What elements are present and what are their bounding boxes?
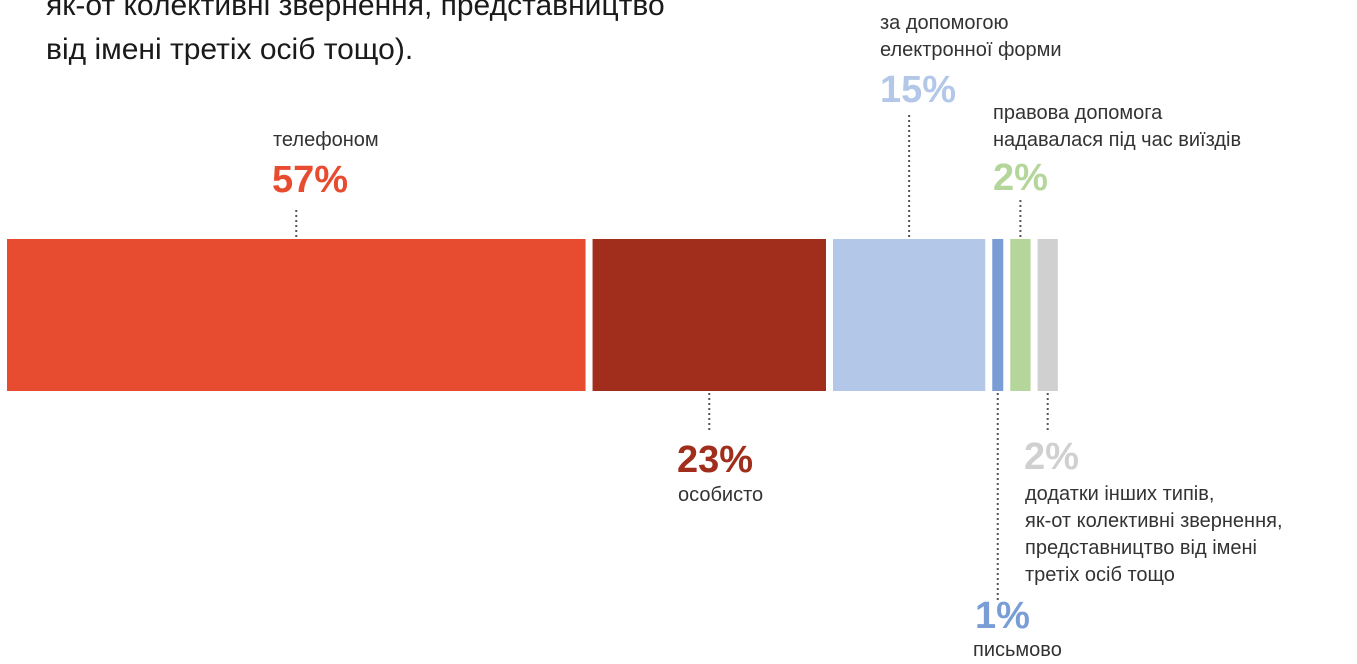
label-in-person-line-1: особисто [678, 484, 764, 506]
label-other-line-4: третіх осіб тощо [1025, 564, 1175, 586]
bar-segment-field-trips [1010, 239, 1031, 391]
value-label-field-trips: 2% [993, 157, 1048, 199]
label-electronic-line-2: електронної форми [880, 39, 1062, 61]
value-label-written: 1% [975, 595, 1030, 637]
bar-segment-phone [7, 239, 586, 391]
bar-segments [7, 239, 1058, 391]
value-label-other: 2% [1024, 436, 1079, 478]
label-written: письмово [973, 637, 1062, 664]
intro-line-2: від імені третіх осіб тощо). [46, 33, 414, 66]
label-phone: телефоном [273, 127, 379, 154]
label-other-line-2: як-от колективні звернення, [1025, 510, 1283, 532]
bar-segment-electronic [833, 239, 986, 391]
intro-line-1: як-от колективні звернення, представницт… [46, 0, 665, 22]
label-other-line-1: додатки інших типів, [1025, 483, 1215, 505]
label-written-line-1: письмово [973, 639, 1062, 661]
label-in-person: особисто [678, 482, 763, 509]
label-field-trips-line-2: надавалася під час виїздів [993, 129, 1242, 151]
label-other-line-3: представництво від імені [1025, 537, 1258, 559]
value-label-in-person: 23% [677, 439, 754, 481]
leader-lines [295, 113, 1049, 600]
label-other: додатки інших типів, як-от колективні зв… [1025, 481, 1283, 589]
label-field-trips-line-1: правова допомога [993, 102, 1163, 124]
bar-segment-other [1037, 239, 1058, 391]
bar-segment-written [992, 239, 1004, 391]
label-phone-line-1: телефоном [273, 129, 379, 151]
label-electronic-line-1: за допомогою [880, 12, 1009, 34]
intro-text: як-от колективні звернення, представницт… [46, 0, 665, 72]
value-label-phone: 57% [272, 159, 349, 201]
value-label-electronic-form: 15% [880, 69, 957, 111]
label-electronic-form: за допомогою електронної форми [880, 10, 1062, 64]
label-field-trips: правова допомога надавалася під час виїз… [993, 100, 1241, 154]
bar-segment-in-person [592, 239, 826, 391]
